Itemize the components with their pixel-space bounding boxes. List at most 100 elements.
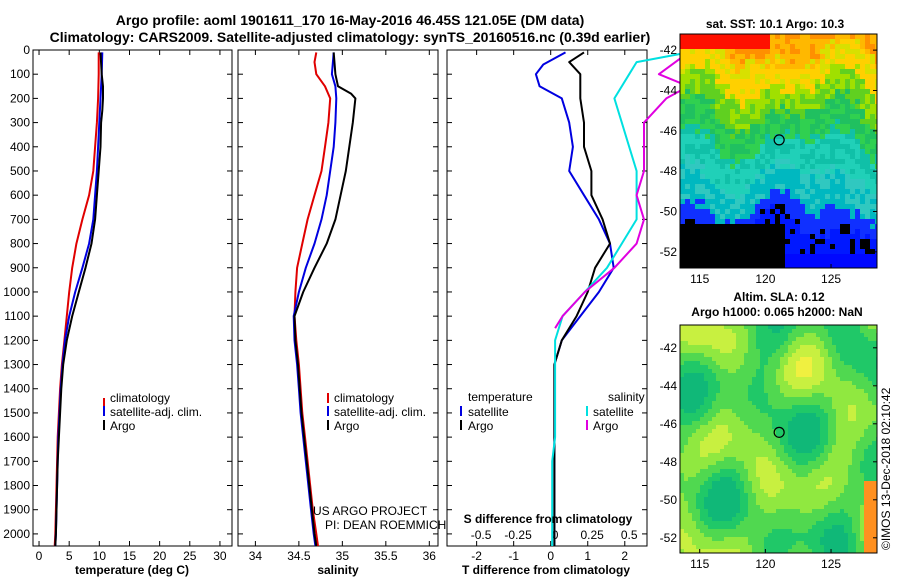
heatmap-cell xyxy=(704,385,709,390)
heatmap-cell xyxy=(840,189,846,195)
heatmap-cell xyxy=(856,449,861,454)
heatmap-cell xyxy=(808,337,813,342)
heatmap-cell xyxy=(720,485,725,490)
heatmap-cell xyxy=(788,521,793,526)
heatmap-cell xyxy=(815,154,821,160)
heatmap-cell xyxy=(765,134,771,140)
heatmap-cell xyxy=(716,493,721,498)
heatmap-cell xyxy=(710,109,716,115)
heatmap-cell xyxy=(760,244,766,250)
heatmap-cell xyxy=(708,441,713,446)
heatmap-cell xyxy=(696,397,701,402)
heatmap-cell xyxy=(690,159,696,165)
temperature-ticks: 0100200300400500600700800900100011001200… xyxy=(3,43,232,563)
heatmap-cell xyxy=(830,114,836,120)
heatmap-cell xyxy=(772,421,777,426)
heatmap-cell xyxy=(704,529,709,534)
heatmap-cell xyxy=(768,493,773,498)
heatmap-cell xyxy=(780,465,785,470)
heatmap-cell xyxy=(760,401,765,406)
heatmap-cell xyxy=(784,509,789,514)
heatmap-cell xyxy=(760,189,766,195)
heatmap-cell xyxy=(868,365,873,370)
heatmap-cell xyxy=(808,517,813,522)
pi-label: PI: DEAN ROEMMICH xyxy=(325,518,446,532)
heatmap-cell xyxy=(764,469,769,474)
heatmap-cell xyxy=(790,169,796,175)
heatmap-cell xyxy=(744,329,749,334)
heatmap-cell xyxy=(824,501,829,506)
heatmap-cell xyxy=(748,389,753,394)
heatmap-cell xyxy=(845,114,851,120)
heatmap-cell xyxy=(705,244,711,250)
heatmap-cell xyxy=(712,413,717,418)
heatmap-cell xyxy=(792,401,797,406)
heatmap-cell xyxy=(870,104,876,110)
heatmap-cell xyxy=(810,99,816,105)
heatmap-cell xyxy=(856,437,861,442)
heatmap-cell xyxy=(840,365,845,370)
heatmap-cell xyxy=(744,505,749,510)
heatmap-cell xyxy=(805,229,811,235)
heatmap-cell xyxy=(860,541,865,546)
heatmap-cell xyxy=(816,505,821,510)
heatmap-cell xyxy=(764,549,769,553)
heatmap-cell xyxy=(712,493,717,498)
heatmap-cell xyxy=(850,64,856,70)
heatmap-cell xyxy=(770,149,776,155)
heatmap-cell xyxy=(810,129,816,135)
heatmap-cell xyxy=(724,417,729,422)
heatmap-cell xyxy=(748,417,753,422)
heatmap-cell xyxy=(755,249,761,255)
heatmap-cell xyxy=(684,441,689,446)
heatmap-cell xyxy=(864,477,869,482)
heatmap-cell xyxy=(800,501,805,506)
heatmap-cell xyxy=(685,199,691,205)
heatmap-cell xyxy=(804,453,809,458)
heatmap-cell xyxy=(708,449,713,454)
heatmap-cell xyxy=(750,229,756,235)
heatmap-cell xyxy=(870,129,876,135)
heatmap-cell xyxy=(740,473,745,478)
heatmap-cell xyxy=(855,184,861,190)
heatmap-cell xyxy=(864,349,869,354)
heatmap-cell xyxy=(715,159,721,165)
heatmap-cell xyxy=(730,119,736,125)
heatmap-cell xyxy=(840,457,845,462)
heatmap-cell xyxy=(792,409,797,414)
heatmap-cell xyxy=(775,154,781,160)
heatmap-cell xyxy=(725,84,731,90)
heatmap-cell xyxy=(776,449,781,454)
heatmap-cell xyxy=(824,533,829,538)
heatmap-cell xyxy=(740,385,745,390)
heatmap-cell xyxy=(768,549,773,553)
heatmap-cell xyxy=(772,449,777,454)
heatmap-cell xyxy=(788,545,793,550)
heatmap-cell xyxy=(704,329,709,334)
x-tick-label: 2 xyxy=(621,549,628,563)
heatmap-cell xyxy=(725,44,731,50)
heatmap-cell xyxy=(725,34,731,40)
heatmap-cell xyxy=(820,154,826,160)
heatmap-cell xyxy=(685,154,691,160)
heatmap-cell xyxy=(865,189,871,195)
heatmap-cell xyxy=(780,381,785,386)
heatmap-cell xyxy=(724,477,729,482)
heatmap-cell xyxy=(736,513,741,518)
heatmap-cell xyxy=(715,249,721,255)
heatmap-cell xyxy=(780,409,785,414)
heatmap-cell xyxy=(776,353,781,358)
heatmap-cell xyxy=(732,405,737,410)
heatmap-cell xyxy=(760,409,765,414)
heatmap-cell xyxy=(856,533,861,538)
heatmap-cell xyxy=(755,124,761,130)
heatmap-cell xyxy=(828,413,833,418)
heatmap-cell xyxy=(695,219,701,225)
heatmap-cell xyxy=(720,437,725,442)
heatmap-cell xyxy=(785,54,791,60)
heatmap-cell xyxy=(828,373,833,378)
heatmap-cell xyxy=(684,413,689,418)
heatmap-cell xyxy=(800,49,806,55)
heatmap-cell xyxy=(852,405,857,410)
heatmap-cell xyxy=(728,449,733,454)
